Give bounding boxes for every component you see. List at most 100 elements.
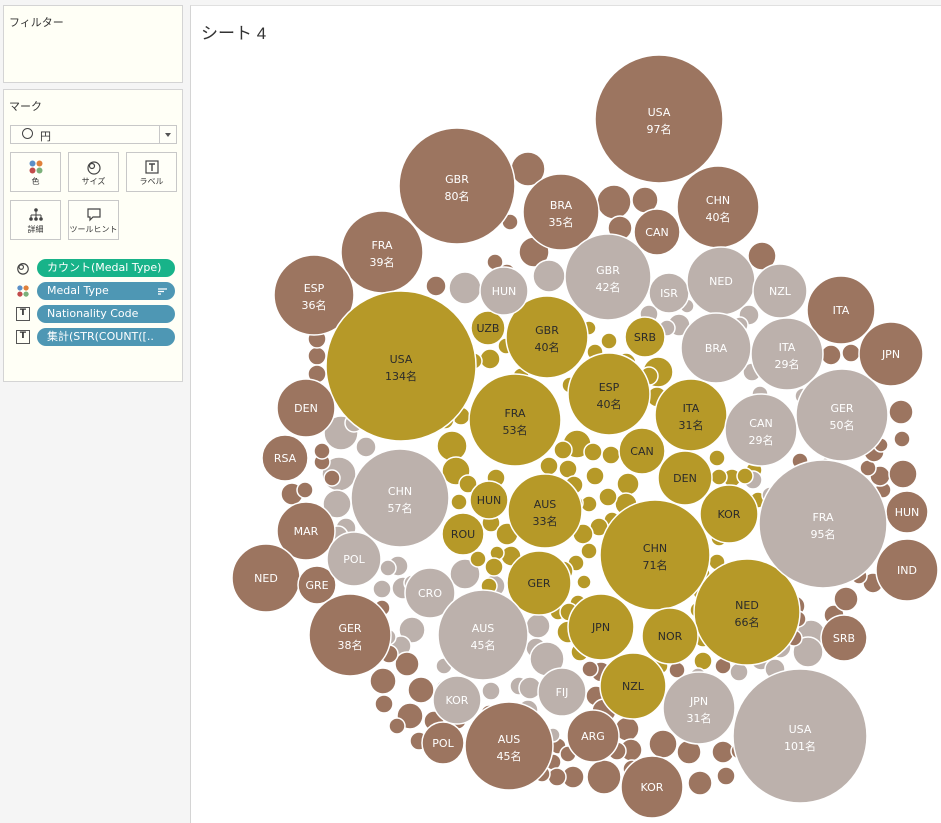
bubble-pol-silver[interactable]: POL: [326, 531, 382, 587]
bubble-kor-bronze[interactable]: KOR: [620, 755, 684, 819]
detail-button[interactable]: 詳細: [10, 200, 61, 240]
bubble-circle[interactable]: [470, 310, 506, 346]
small-bubble-35[interactable]: [525, 613, 551, 639]
bubble-nzl-silver[interactable]: NZL: [752, 263, 808, 319]
small-bubble-55[interactable]: [792, 636, 824, 668]
small-bubble-96[interactable]: [616, 472, 640, 496]
small-bubble-80[interactable]: [708, 449, 726, 467]
small-bubble-57[interactable]: [833, 586, 859, 612]
bubble-circle[interactable]: [273, 254, 355, 336]
small-bubble-82[interactable]: [710, 468, 728, 486]
bubble-ita-silver[interactable]: ITA 29名: [750, 317, 824, 391]
bubble-usa-gold[interactable]: USA 134名: [325, 290, 477, 442]
small-bubble-65[interactable]: [888, 459, 918, 489]
small-bubble-16[interactable]: [355, 436, 377, 458]
bubble-circle[interactable]: [468, 373, 562, 467]
small-bubble-2[interactable]: [596, 184, 632, 220]
small-bubble-149[interactable]: [323, 469, 341, 487]
bubble-circle[interactable]: [641, 607, 699, 665]
small-bubble-13[interactable]: [307, 346, 327, 366]
bubble-pol-bronze[interactable]: POL: [421, 721, 465, 765]
bubble-ger-silver[interactable]: GER 50名: [795, 368, 889, 462]
bubble-den-bronze[interactable]: DEN: [276, 378, 336, 438]
bubble-circle[interactable]: [398, 127, 516, 245]
bubble-aus-bronze[interactable]: AUS 45名: [464, 701, 554, 791]
bubble-ind-bronze[interactable]: IND: [875, 538, 939, 602]
small-bubble-32[interactable]: [449, 558, 481, 590]
bubble-usa-bronze[interactable]: USA 97名: [594, 54, 724, 184]
bubble-ger-gold[interactable]: GER: [506, 550, 572, 616]
small-bubble-171[interactable]: [736, 467, 754, 485]
bubble-ned-silver[interactable]: NED: [686, 246, 756, 316]
bubble-hun-bronze[interactable]: HUN: [885, 490, 929, 534]
bubble-circle[interactable]: [624, 316, 666, 358]
bubble-circle[interactable]: [724, 393, 798, 467]
bubble-can-gold[interactable]: CAN: [618, 427, 666, 475]
bubble-circle[interactable]: [618, 427, 666, 475]
bubble-circle[interactable]: [599, 499, 711, 611]
small-bubble-66[interactable]: [888, 399, 914, 425]
bubble-circle[interactable]: [326, 531, 382, 587]
bubble-circle[interactable]: [404, 567, 456, 619]
small-bubble-147[interactable]: [379, 559, 397, 577]
filters-card[interactable]: フィルター: [3, 5, 183, 83]
small-bubble-112[interactable]: [436, 430, 468, 462]
bubble-circle[interactable]: [522, 173, 600, 251]
bubble-circle[interactable]: [567, 593, 635, 661]
bubble-chn-gold[interactable]: CHN 71名: [599, 499, 711, 611]
bubble-srb-gold[interactable]: SRB: [624, 316, 666, 358]
bubble-fij-silver[interactable]: FIJ: [537, 667, 587, 717]
small-bubble-7[interactable]: [532, 259, 566, 293]
bubble-nzl-gold[interactable]: NZL: [599, 652, 667, 720]
bubble-kor-silver[interactable]: KOR: [432, 675, 482, 725]
small-bubble-201[interactable]: [388, 717, 406, 735]
bubble-hun-gold[interactable]: HUN: [469, 480, 509, 520]
bubble-fra-gold[interactable]: FRA 53名: [468, 373, 562, 467]
bubble-esp-bronze[interactable]: ESP 36名: [273, 254, 355, 336]
bubble-ger-bronze[interactable]: GER 38名: [308, 593, 392, 677]
bubble-circle[interactable]: [820, 614, 868, 662]
small-bubble-130[interactable]: [600, 332, 618, 350]
bubble-circle[interactable]: [620, 755, 684, 819]
small-bubble-98[interactable]: [598, 487, 618, 507]
bubble-fra-silver[interactable]: FRA 95名: [758, 459, 888, 589]
bubble-fra-bronze[interactable]: FRA 39名: [340, 210, 424, 294]
bubble-circle[interactable]: [758, 459, 888, 589]
bubble-circle[interactable]: [432, 675, 482, 725]
small-bubble-106[interactable]: [580, 542, 598, 560]
small-bubble-52[interactable]: [687, 770, 713, 796]
bubble-mar-bronze[interactable]: MAR: [276, 501, 336, 561]
bubble-den-gold[interactable]: DEN: [657, 450, 713, 506]
label-measure-pill[interactable]: 集計(STR(COUNT([..: [37, 328, 175, 346]
bubble-circle[interactable]: [325, 290, 477, 442]
bubble-circle[interactable]: [732, 668, 868, 804]
bubble-bra-silver[interactable]: BRA: [680, 312, 752, 384]
bubble-chn-silver[interactable]: CHN 57名: [350, 448, 450, 548]
color-button[interactable]: 色: [10, 152, 61, 192]
small-bubble-40[interactable]: [481, 681, 501, 701]
bubble-hun-silver[interactable]: HUN: [479, 266, 529, 316]
bubble-bra-bronze[interactable]: BRA 35名: [522, 173, 600, 251]
bubble-ned-gold[interactable]: NED 66名: [693, 558, 801, 666]
small-bubble-95[interactable]: [601, 445, 621, 465]
bubble-rsa-bronze[interactable]: RSA: [261, 434, 309, 482]
bubble-circle[interactable]: [654, 378, 728, 452]
bubble-circle[interactable]: [340, 210, 424, 294]
bubble-circle[interactable]: [297, 565, 337, 605]
bubble-gbr-bronze[interactable]: GBR 80名: [398, 127, 516, 245]
bubble-aus-silver[interactable]: AUS 45名: [437, 589, 529, 681]
bubble-circle[interactable]: [806, 275, 876, 345]
small-bubble-120[interactable]: [484, 557, 504, 577]
bubble-circle[interactable]: [875, 538, 939, 602]
bubble-circle[interactable]: [795, 368, 889, 462]
small-bubble-100[interactable]: [585, 466, 605, 486]
bubble-circle[interactable]: [276, 378, 336, 438]
small-bubble-27[interactable]: [394, 651, 420, 677]
small-bubble-139[interactable]: [581, 660, 599, 678]
bubble-jpn-gold[interactable]: JPN: [567, 593, 635, 661]
small-bubble-9[interactable]: [448, 271, 482, 305]
bubble-circle[interactable]: [276, 501, 336, 561]
bubble-ned-bronze[interactable]: NED: [231, 543, 301, 613]
small-bubble-45[interactable]: [648, 729, 678, 759]
bubble-circle[interactable]: [699, 484, 759, 544]
